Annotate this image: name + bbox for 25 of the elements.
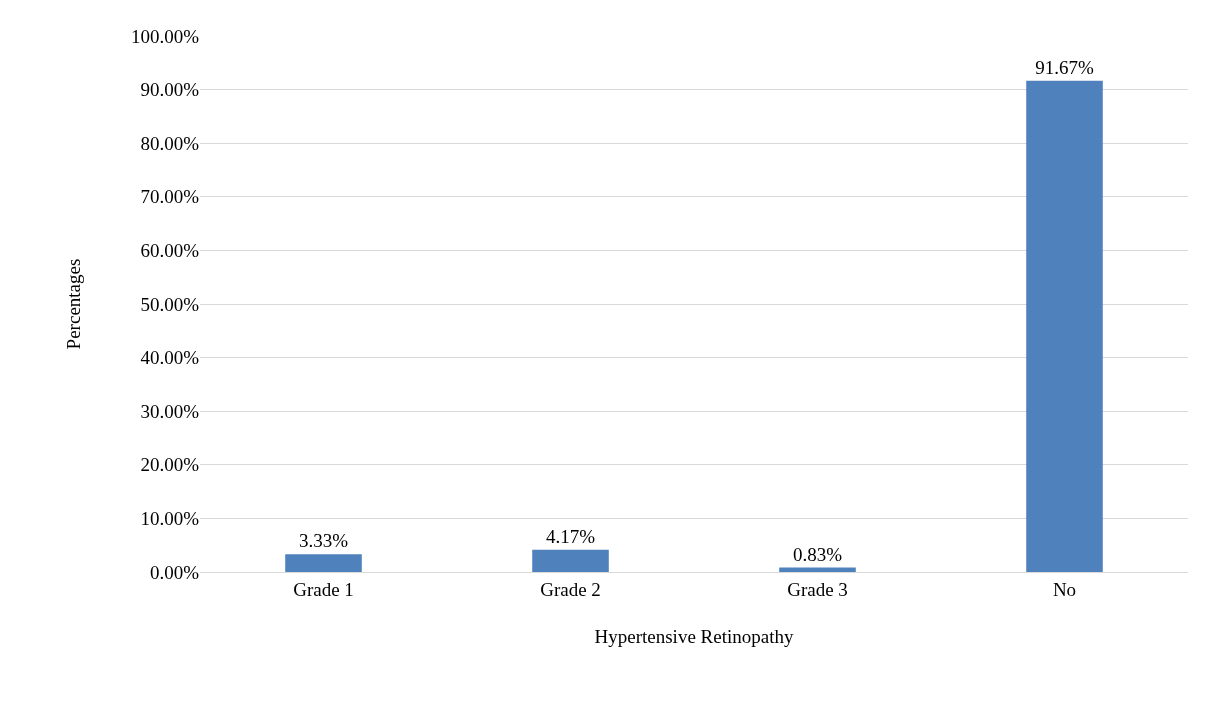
- y-tick-label: 20.00%: [140, 454, 200, 476]
- y-tick-label: 40.00%: [140, 347, 200, 369]
- y-tick-label: 60.00%: [140, 240, 200, 262]
- bar: [1026, 80, 1103, 572]
- x-tick-label: No: [1052, 578, 1077, 600]
- x-tick-label: Grade 3: [787, 578, 848, 600]
- y-tick-label: 30.00%: [140, 400, 200, 422]
- x-tick-label: Grade 2: [540, 578, 601, 600]
- y-tick-label: 90.00%: [140, 79, 200, 101]
- data-label: 3.33%: [298, 530, 349, 552]
- y-tick-label: 70.00%: [140, 186, 200, 208]
- bar: [779, 567, 856, 572]
- bar: [285, 554, 362, 572]
- x-tick-label: Grade 1: [293, 578, 354, 600]
- y-tick-label: 100.00%: [130, 25, 200, 47]
- y-tick-label: 10.00%: [140, 508, 200, 530]
- data-label: 91.67%: [1035, 56, 1094, 78]
- bar: [532, 549, 609, 572]
- y-tick-label: 80.00%: [140, 132, 200, 154]
- data-label: 4.17%: [545, 525, 596, 547]
- y-tick-label: 50.00%: [140, 293, 200, 315]
- x-axis-title: Hypertensive Retinopathy: [594, 625, 794, 647]
- data-label: 0.83%: [792, 543, 843, 565]
- y-axis-title: Percentages: [62, 258, 84, 350]
- y-tick-label: 0.00%: [149, 561, 200, 583]
